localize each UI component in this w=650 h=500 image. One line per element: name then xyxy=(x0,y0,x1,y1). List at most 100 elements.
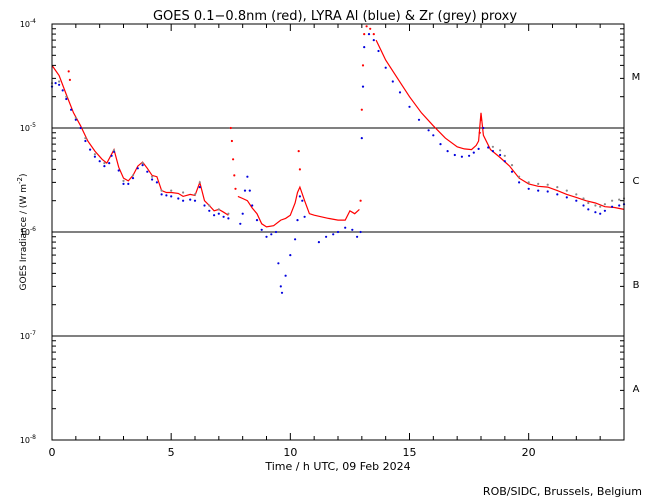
data-point xyxy=(58,80,61,83)
data-point xyxy=(537,189,540,192)
data-point xyxy=(369,27,372,30)
data-point xyxy=(332,233,335,236)
data-point xyxy=(155,181,158,184)
data-point xyxy=(122,179,125,182)
x-axis-label: Time / h UTC, 09 Feb 2024 xyxy=(264,460,410,473)
data-series xyxy=(50,25,626,294)
data-point xyxy=(384,66,387,69)
data-point xyxy=(74,116,77,119)
y-tick-label: 10-4 xyxy=(20,18,36,29)
data-point xyxy=(177,197,180,200)
credit-text: ROB/SIDC, Brussels, Belgium xyxy=(483,485,642,498)
data-point xyxy=(203,204,206,207)
data-point xyxy=(359,230,362,234)
data-point xyxy=(127,182,130,185)
data-point xyxy=(325,235,328,238)
data-point xyxy=(232,158,235,161)
data-point xyxy=(230,139,233,143)
data-point xyxy=(360,108,363,111)
data-point xyxy=(491,150,494,153)
data-point xyxy=(217,208,220,211)
series-points xyxy=(50,33,626,294)
data-point xyxy=(427,129,430,132)
data-point xyxy=(182,199,185,202)
data-point xyxy=(103,162,106,165)
data-point xyxy=(478,131,481,134)
data-point xyxy=(160,193,163,196)
series-points xyxy=(50,80,626,215)
data-point xyxy=(336,230,340,234)
data-point xyxy=(136,167,139,170)
data-point xyxy=(518,181,521,184)
flare-class-labels: A B C M xyxy=(632,72,641,395)
data-point xyxy=(103,165,106,168)
data-point xyxy=(208,204,211,207)
data-point xyxy=(61,89,64,92)
data-point xyxy=(193,193,197,196)
data-point xyxy=(510,164,514,167)
data-point xyxy=(363,46,366,49)
x-tick-label: 0 xyxy=(49,446,56,459)
y-tick-label-exp: -6 xyxy=(30,226,36,233)
series-line xyxy=(375,39,625,210)
data-point xyxy=(439,143,442,146)
data-point xyxy=(477,147,480,150)
data-point xyxy=(260,228,263,231)
data-point xyxy=(160,189,163,192)
data-point xyxy=(234,187,237,190)
data-point xyxy=(565,189,568,192)
data-point xyxy=(565,196,568,199)
data-point xyxy=(89,148,92,151)
data-point xyxy=(503,154,506,157)
data-point xyxy=(131,177,135,180)
y-tick-label-base: 10 xyxy=(20,228,30,237)
data-point xyxy=(611,199,614,202)
y-tick-label: 10-6 xyxy=(20,226,36,237)
data-point xyxy=(503,160,506,163)
data-point xyxy=(408,105,411,108)
y-axis: 10-810-710-610-510-4 xyxy=(20,18,624,445)
data-point xyxy=(274,230,278,234)
data-point xyxy=(279,285,282,288)
data-point xyxy=(432,134,435,137)
y-axis-label: GOES Irradiance / (W m-2) xyxy=(16,174,29,291)
data-point xyxy=(594,211,597,214)
data-point xyxy=(58,83,61,86)
data-point xyxy=(280,291,284,294)
data-point xyxy=(527,187,530,190)
data-point xyxy=(460,155,463,158)
data-point xyxy=(587,208,590,211)
data-point xyxy=(453,153,456,157)
data-point xyxy=(193,199,197,202)
data-point xyxy=(67,70,70,73)
data-point xyxy=(367,33,371,36)
data-point xyxy=(233,174,236,177)
x-tick-label: 15 xyxy=(403,446,417,459)
data-point xyxy=(360,137,363,140)
flare-class-label: C xyxy=(633,176,640,187)
data-point xyxy=(599,205,602,208)
data-point xyxy=(546,183,549,186)
data-point xyxy=(377,49,380,53)
y-tick-label-base: 10 xyxy=(20,436,30,445)
data-point xyxy=(151,178,154,181)
data-point xyxy=(372,39,375,42)
data-point xyxy=(472,151,475,154)
data-point xyxy=(54,82,57,85)
data-point xyxy=(603,209,607,212)
data-point xyxy=(165,194,168,197)
data-point xyxy=(365,25,368,28)
y-tick-label: 10-7 xyxy=(20,330,36,341)
y-axis-label-main: GOES Irradiance / (W m xyxy=(19,184,29,290)
data-point xyxy=(146,170,149,173)
data-point xyxy=(294,238,297,241)
data-point xyxy=(117,169,120,172)
y-tick-label-base: 10 xyxy=(20,20,30,29)
data-point xyxy=(303,215,306,218)
data-point xyxy=(599,212,602,215)
data-point xyxy=(298,168,301,171)
y-axis-label-sup: -2 xyxy=(16,177,24,184)
data-point xyxy=(575,193,578,196)
data-point xyxy=(582,197,585,200)
data-point xyxy=(537,182,540,185)
